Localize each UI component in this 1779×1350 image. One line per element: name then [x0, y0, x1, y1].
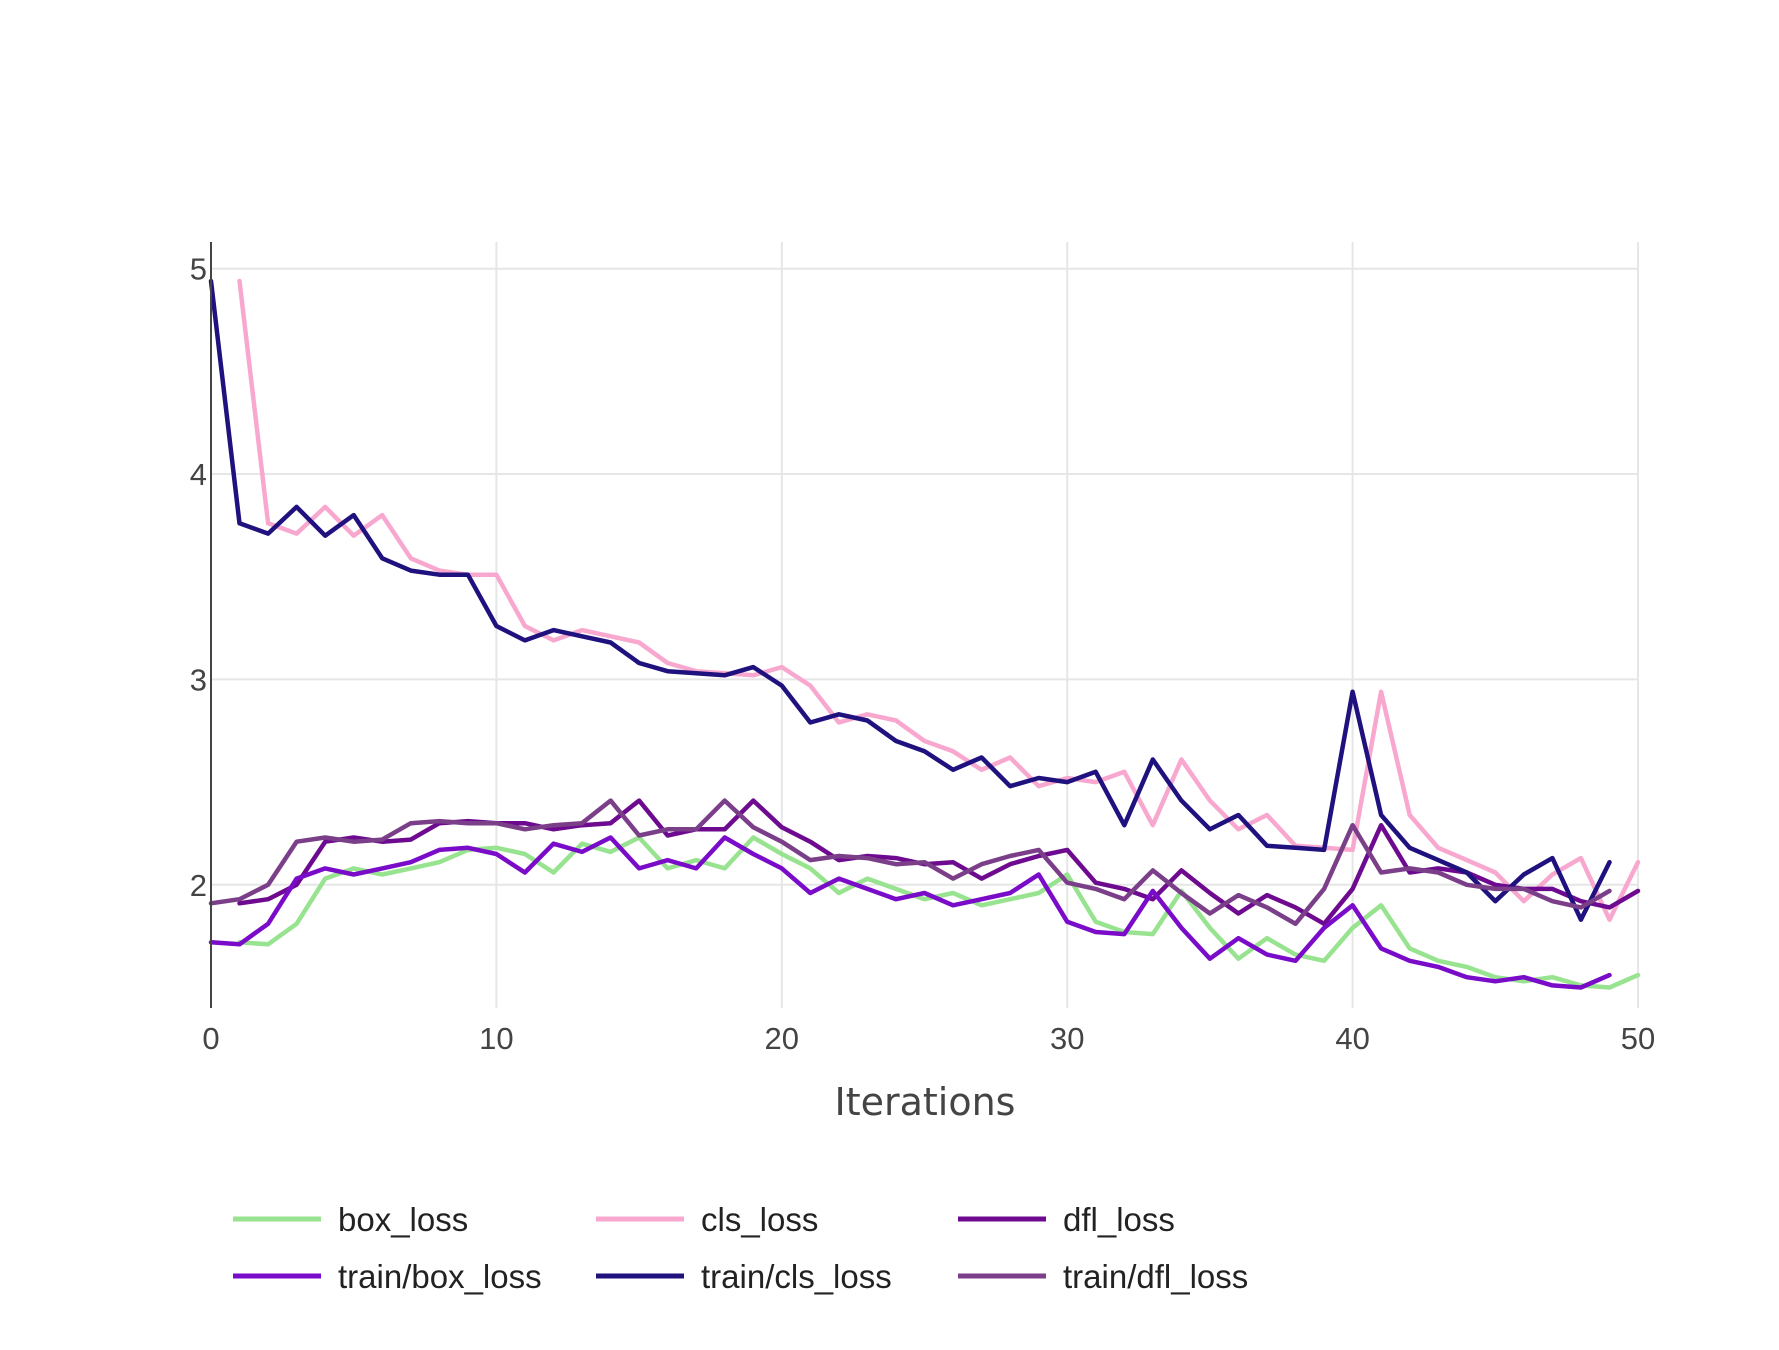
grid [211, 242, 1639, 1008]
legend-label: train/dfl_loss [1063, 1258, 1248, 1295]
y-tick-label: 2 [190, 868, 207, 903]
legend-label: dfl_loss [1063, 1201, 1175, 1238]
series-line-cls-loss [237, 278, 1641, 922]
x-tick-label: 30 [1050, 1021, 1084, 1056]
legend-label: train/cls_loss [701, 1258, 892, 1295]
plot-series [208, 278, 1641, 990]
legend-label: cls_loss [701, 1201, 818, 1238]
y-tick-label: 5 [190, 252, 207, 287]
legend-item-dfl-loss[interactable]: dfl_loss [958, 1201, 1175, 1238]
legend-item-cls-loss[interactable]: cls_loss [596, 1201, 818, 1238]
legend-item-box-loss[interactable]: box_loss [233, 1201, 468, 1238]
x-tick-label: 0 [202, 1021, 219, 1056]
x-axis-title: Iterations [835, 1080, 1016, 1124]
legend-item-train-box-loss[interactable]: train/box_loss [233, 1258, 542, 1295]
legend-item-train-dfl-loss[interactable]: train/dfl_loss [958, 1258, 1248, 1295]
series-line-train-dfl-loss [208, 798, 1612, 927]
legend-item-train-cls-loss[interactable]: train/cls_loss [596, 1258, 892, 1295]
legend: box_loss cls_loss dfl_loss train/box_loss tr… [233, 1201, 1248, 1295]
x-tick-label: 10 [479, 1021, 513, 1056]
series-line-train-cls-loss [208, 278, 1612, 922]
tick-labels: 0 10 20 30 40 50 2 3 4 5 [190, 252, 1655, 1056]
legend-label: train/box_loss [338, 1258, 542, 1295]
series-line-dfl-loss [237, 798, 1641, 927]
series-line-train-box-loss [208, 835, 1612, 990]
y-tick-label: 4 [190, 457, 207, 492]
x-tick-label: 40 [1335, 1021, 1369, 1056]
y-tick-label: 3 [190, 662, 207, 697]
legend-label: box_loss [338, 1201, 468, 1238]
x-tick-label: 50 [1621, 1021, 1655, 1056]
x-tick-label: 20 [765, 1021, 799, 1056]
